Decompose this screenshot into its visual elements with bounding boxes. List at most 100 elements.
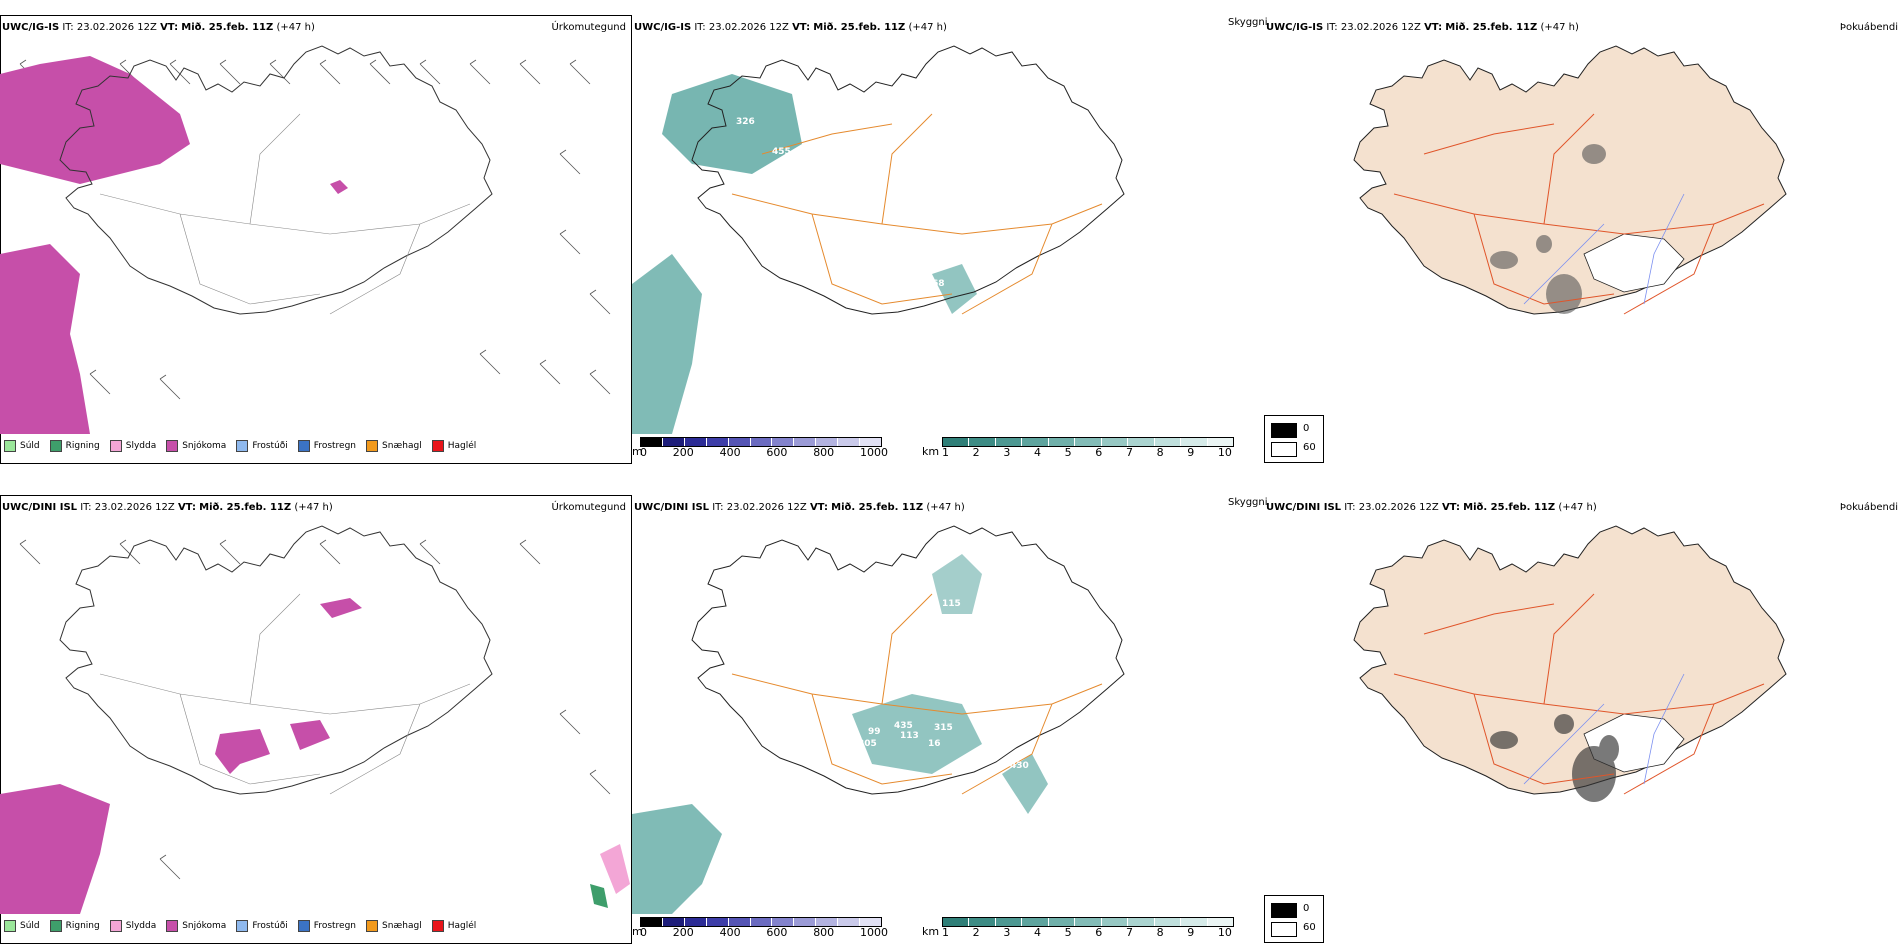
snow-area-central2 [290,720,330,750]
valid-label: VT: [809,502,828,513]
valid-label: VT: [177,502,196,513]
low-visibility-area-c [852,694,982,774]
svg-text:420: 420 [942,147,961,157]
land-area [1353,45,1787,315]
visibility-panel: UWC/DINI ISL IT: 23.02.2026 12Z VT: Mið.… [632,480,1268,950]
map-frame [0,495,632,944]
swatch [431,920,444,932]
lead-time: (+47 h) [1540,22,1579,33]
swatch [1271,442,1297,457]
swatch [109,440,122,452]
panel-title: UWC/DINI ISL IT: 23.02.2026 12Z VT: Mið.… [2,502,333,513]
panel-title: UWC/IG-IS IT: 23.02.2026 12Z VT: Mið. 25… [2,22,315,33]
visibility-ticks: 1 2 3 4 5 6 7 8 9 10 [942,926,1232,939]
product-name: Úrkomutegund [551,22,626,33]
low-visibility-area-c [932,264,977,314]
legend-item: Rigning [49,440,100,452]
lead-time: (+47 h) [926,502,965,513]
valid-time: Mið. 25.feb. 11Z [1463,502,1556,513]
visibility-ticks: 1 2 3 4 5 6 7 8 9 10 [942,446,1232,459]
road-network [1393,113,1765,315]
swatch [49,440,62,452]
svg-text:430: 430 [1010,761,1029,771]
svg-text:115: 115 [942,599,961,609]
svg-text:16: 16 [928,739,941,749]
product-name: Skyggni [1228,17,1268,28]
fog-map [1353,45,1787,315]
ceiling-unit: m [632,445,643,458]
init-time: IT: 23.02.2026 12Z [62,22,157,33]
swatch [1271,423,1297,438]
init-time: IT: 23.02.2026 12Z [80,502,175,513]
fog-legend: 0 60 [1264,895,1324,943]
lead-time: (+47 h) [1558,502,1597,513]
lead-time: (+47 h) [908,22,947,33]
svg-text:455: 455 [772,147,791,157]
legend-item: Rigning [49,920,100,932]
ceiling-unit: m [632,925,643,938]
model-name: UWC/DINI ISL [1266,502,1342,513]
fog-patches [1490,714,1619,802]
swatch [1271,903,1297,918]
glacier-white [1583,233,1685,293]
valid-label: VT: [1441,502,1460,513]
svg-text:113: 113 [900,731,919,741]
legend-item: Snæhagl [366,440,422,452]
valid-label: VT: [1424,22,1443,33]
snow-area-south [0,784,110,914]
model-name: UWC/IG-IS [634,22,692,33]
low-visibility-area [662,74,802,174]
sleet-area [600,844,630,894]
legend-item: Snjókoma [166,440,226,452]
visibility-colorbar [942,437,1234,447]
precip-map [0,525,630,914]
legend-item: Snjókoma [166,920,226,932]
snow-area-south [0,244,90,434]
product-name: Þokuábendi [1839,22,1898,33]
valid-time: Mið. 25.feb. 11Z [199,502,292,513]
model-name: UWC/DINI ISL [2,502,78,513]
init-time: IT: 23.02.2026 12Z [1326,22,1421,33]
legend-item: Súld [4,920,40,932]
svg-text:435: 435 [894,721,913,731]
swatch [49,920,62,932]
precip-legend: Súld Rigning Slydda Snjókoma Frostúði Fr… [4,440,476,452]
init-time: IT: 23.02.2026 12Z [712,502,807,513]
panel-title: UWC/DINI ISL IT: 23.02.2026 12Z VT: Mið.… [1266,502,1597,513]
swatch [1271,922,1297,937]
visibility-map: 326 455 420 607 388 403 68 5 [632,45,1125,434]
precip-type-panel: UWC/DINI ISL IT: 23.02.2026 12Z VT: Mið.… [0,480,632,950]
svg-text:388: 388 [868,269,887,279]
model-name: UWC/DINI ISL [634,502,710,513]
rain-area [590,884,608,908]
valid-label: VT: [160,22,179,33]
svg-text:99: 99 [868,727,881,737]
fog-map [1353,525,1787,802]
swatch [366,920,379,932]
svg-text:315: 315 [934,723,953,733]
swatch [431,440,444,452]
svg-text:305: 305 [858,739,877,749]
svg-text:5: 5 [868,255,874,265]
legend-item: Snæhagl [366,920,422,932]
init-time: IT: 23.02.2026 12Z [1344,502,1439,513]
visibility-unit: km [922,445,940,458]
wind-barbs [19,539,611,880]
low-visibility-area-sw [632,254,702,434]
legend-item: Slydda [109,440,156,452]
valid-time: Mið. 25.feb. 11Z [1445,22,1538,33]
rivers [1523,673,1685,785]
snow-area-central [215,729,270,774]
forecast-row-dini: UWC/DINI ISL IT: 23.02.2026 12Z VT: Mið.… [0,480,1900,950]
low-visibility-area-sw [632,804,722,914]
lead-time: (+47 h) [294,502,333,513]
legend-item: Súld [4,440,40,452]
product-name: Úrkomutegund [551,502,626,513]
precip-type-panel: UWC/IG-IS IT: 23.02.2026 12Z VT: Mið. 25… [0,0,632,470]
road-network [1393,593,1765,795]
precip-legend: Súld Rigning Slydda Snjókoma Frostúði Fr… [4,920,476,932]
swatch [297,440,310,452]
low-visibility-area-e [1002,754,1048,814]
low-visibility-area-n [932,554,982,614]
snow-area-small [330,180,348,194]
